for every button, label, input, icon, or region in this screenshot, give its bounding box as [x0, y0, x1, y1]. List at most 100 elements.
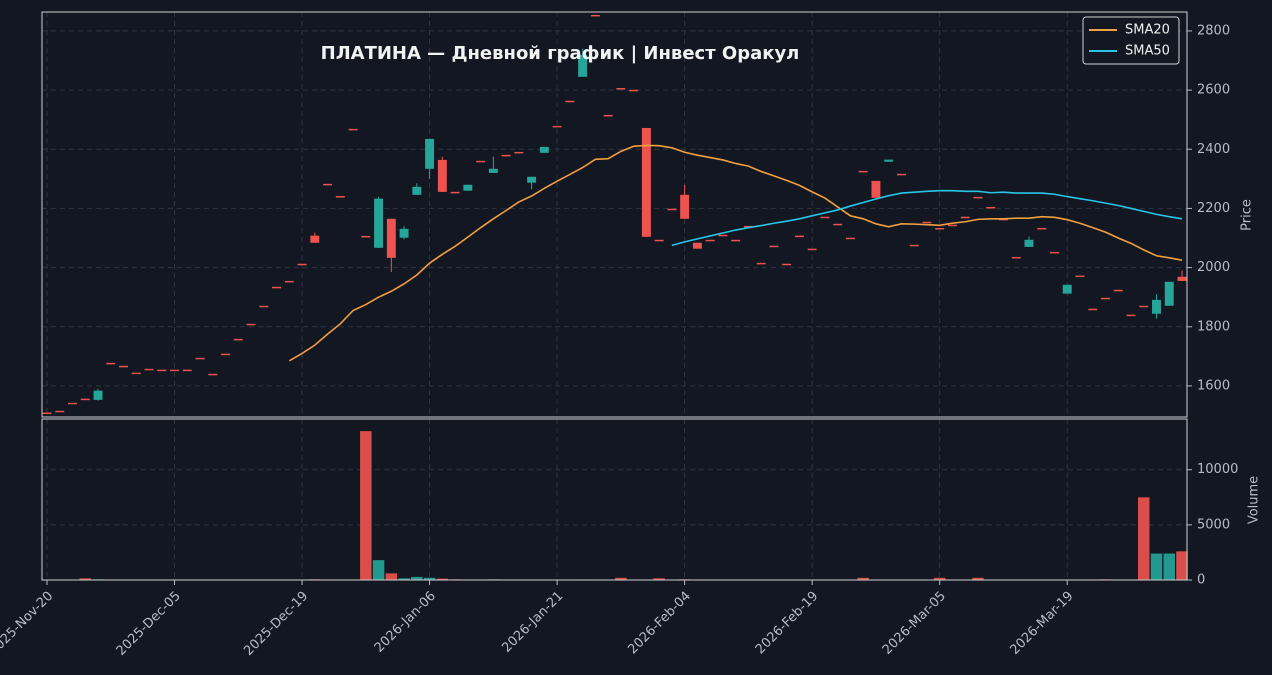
candle-body	[884, 159, 894, 162]
candle-body	[731, 239, 741, 242]
candle-body	[833, 223, 843, 226]
candle-body	[782, 263, 792, 266]
candle-body	[208, 373, 218, 376]
chart-title: ПЛАТИНА — Дневной график | Инвест Оракул	[321, 43, 800, 64]
volume-bar	[411, 576, 423, 580]
candle-body	[527, 176, 537, 183]
candle-body	[272, 286, 282, 289]
marks-layer	[42, 14, 1188, 580]
candle-body	[476, 160, 486, 163]
candle-body	[820, 216, 830, 219]
volume-bar	[972, 577, 984, 580]
candle-body	[1152, 299, 1161, 314]
candle-body	[119, 365, 128, 368]
candle-body	[450, 191, 460, 194]
candle-body	[552, 125, 562, 128]
candle-body	[323, 183, 333, 186]
volume-bar	[1176, 551, 1188, 580]
candle-body	[106, 362, 116, 365]
volume-tick-label: 5000	[1197, 517, 1230, 532]
candle-body	[284, 280, 294, 283]
legend-label: SMA20	[1125, 23, 1170, 38]
candle-body	[705, 239, 715, 242]
y-tick-label: 2000	[1197, 260, 1230, 275]
candle-body	[221, 353, 231, 356]
volume-bar	[423, 577, 436, 580]
candle-body	[386, 218, 396, 258]
candle-body	[310, 235, 320, 243]
candle-body	[1113, 289, 1123, 292]
y-tick-label: 2800	[1197, 23, 1230, 38]
candle-body	[718, 234, 728, 237]
volume-bar	[857, 577, 869, 580]
candle-body	[845, 237, 855, 240]
candle-body	[42, 412, 52, 415]
candle-body	[399, 228, 409, 238]
candle-body	[1088, 308, 1098, 311]
candle-body	[871, 180, 881, 198]
sma-line	[671, 189, 1183, 247]
candle-body	[986, 206, 996, 209]
candle-body	[297, 263, 307, 266]
volume-bar	[653, 578, 665, 580]
candle-body	[680, 194, 690, 219]
y-tick-label: 2600	[1197, 83, 1230, 98]
candle-body	[1101, 297, 1110, 300]
candle-body	[641, 127, 651, 237]
volume-bar	[385, 573, 398, 580]
candle-body	[1177, 276, 1187, 281]
candle-body	[233, 338, 243, 341]
volume-bar	[1138, 497, 1150, 580]
volume-bar	[360, 431, 372, 580]
candle-body	[616, 88, 626, 90]
candle-body	[565, 100, 575, 103]
candle-body	[374, 198, 384, 248]
candle-body	[131, 372, 141, 375]
volume-bar	[1163, 553, 1175, 580]
candle-body	[858, 170, 868, 173]
volume-bar	[933, 577, 946, 580]
candle-body	[93, 390, 103, 400]
candle-body	[539, 146, 549, 153]
candle-body	[488, 168, 498, 173]
candle-body	[514, 151, 524, 154]
candle-body	[437, 159, 447, 192]
candle-body	[935, 227, 945, 230]
y-axis-label: Price	[1240, 199, 1255, 231]
y-tick-label: 1800	[1197, 319, 1230, 334]
candle-body	[590, 14, 600, 17]
candle-body	[973, 196, 983, 199]
candle-body	[1024, 239, 1034, 247]
candle-body	[807, 248, 817, 251]
volume-axis-label: Volume	[1247, 476, 1262, 524]
candle-body	[629, 89, 639, 92]
candle-body	[170, 369, 179, 372]
candle-body	[1037, 227, 1047, 230]
candle-body	[195, 357, 205, 360]
volume-bar	[436, 578, 449, 580]
candle-body	[960, 216, 970, 219]
candle-body	[259, 305, 269, 308]
candle-body	[1050, 251, 1059, 254]
volume-bar	[79, 578, 91, 580]
y-tick-label: 1600	[1197, 378, 1230, 393]
candle-body	[335, 196, 345, 198]
candle-body	[578, 54, 588, 77]
y-tick-label: 2200	[1197, 201, 1230, 216]
candle-body	[667, 208, 677, 211]
candle-body	[425, 138, 435, 169]
candle-body	[756, 262, 766, 265]
volume-bar	[615, 577, 627, 580]
price-frame	[41, 11, 1188, 418]
candle-body	[1164, 281, 1174, 306]
candle-body	[692, 242, 702, 249]
candle-body	[412, 186, 422, 195]
candle-body	[1075, 275, 1085, 278]
candle-body	[80, 398, 90, 401]
candle-body	[1126, 314, 1136, 317]
candle-body	[361, 235, 371, 238]
candle-body	[743, 225, 753, 228]
candle-body	[654, 239, 664, 242]
